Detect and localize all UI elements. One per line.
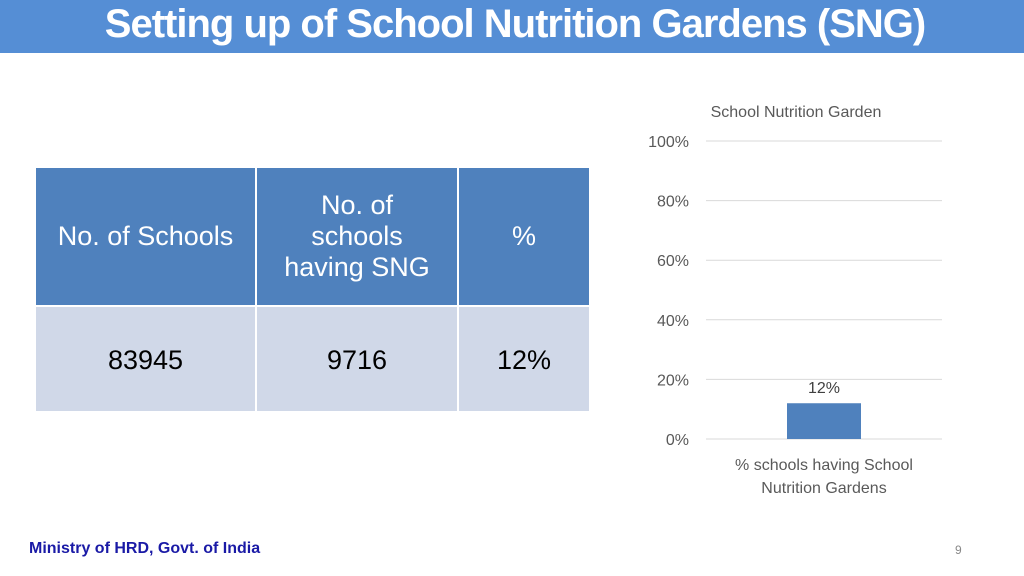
cell-percent: 12% (457, 305, 591, 413)
x-category-label-line2: Nutrition Gardens (761, 480, 886, 497)
page-number: 9 (955, 543, 962, 557)
cell-schools-having-sng: 9716 (255, 305, 459, 413)
chart-title: School Nutrition Garden (711, 104, 882, 121)
header-no-of-schools: No. of Schools (34, 166, 257, 307)
title-bar (0, 0, 1024, 53)
page-title: Setting up of School Nutrition Gardens (… (104, 2, 926, 46)
sng-table: No. of Schools No. of schools having SNG… (34, 166, 591, 413)
cell-no-of-schools: 83945 (34, 305, 257, 413)
y-tick-label: 80% (657, 194, 689, 211)
header-percent: % (457, 166, 591, 307)
bar (787, 403, 861, 439)
y-tick-label: 40% (657, 313, 689, 330)
footer-ministry: Ministry of HRD, Govt. of India (29, 540, 261, 557)
header-schools-having-sng: No. of schools having SNG (255, 166, 459, 307)
x-category-label: % schools having School (735, 457, 913, 474)
data-label: 12% (808, 380, 840, 397)
y-tick-label: 100% (648, 134, 689, 151)
y-tick-label: 0% (666, 432, 689, 449)
y-tick-label: 20% (657, 372, 689, 389)
y-tick-label: 60% (657, 253, 689, 270)
